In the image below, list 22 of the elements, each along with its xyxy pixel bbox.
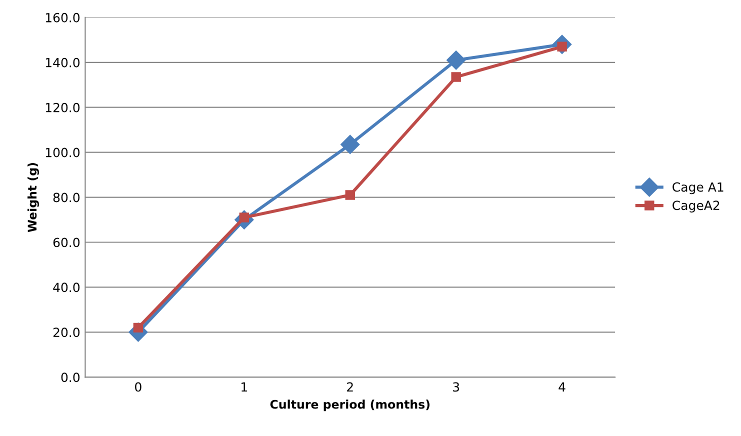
x-tick-label: 1 xyxy=(242,382,247,392)
point xyxy=(340,134,360,154)
point xyxy=(446,50,466,70)
y-tick-label: 60.0 xyxy=(53,238,80,248)
x-axis-title: Culture period (months) xyxy=(270,400,430,412)
legend-label: CageA2 xyxy=(672,200,720,213)
x-tick-label: 2 xyxy=(347,382,353,392)
y-tick-label: 140.0 xyxy=(46,58,80,68)
y-tick-label: 40.0 xyxy=(53,282,80,292)
y-tick-label: 100.0 xyxy=(46,148,80,158)
y-tick-label: 160.0 xyxy=(46,12,80,22)
point xyxy=(345,190,355,200)
y-tick-label: 20.0 xyxy=(53,328,80,338)
y-axis-title: Weight (g) xyxy=(27,163,40,232)
y-tick-label: 0.0 xyxy=(61,372,80,382)
x-tick-label: 0 xyxy=(135,382,142,392)
y-tick-label: 120.0 xyxy=(46,102,80,112)
point xyxy=(451,72,461,82)
y-tick-label: 80.0 xyxy=(53,192,80,202)
x-tick-label: 3 xyxy=(453,382,460,392)
x-tick-label: 4 xyxy=(558,382,566,392)
legend-label: Cage A1 xyxy=(672,182,724,194)
